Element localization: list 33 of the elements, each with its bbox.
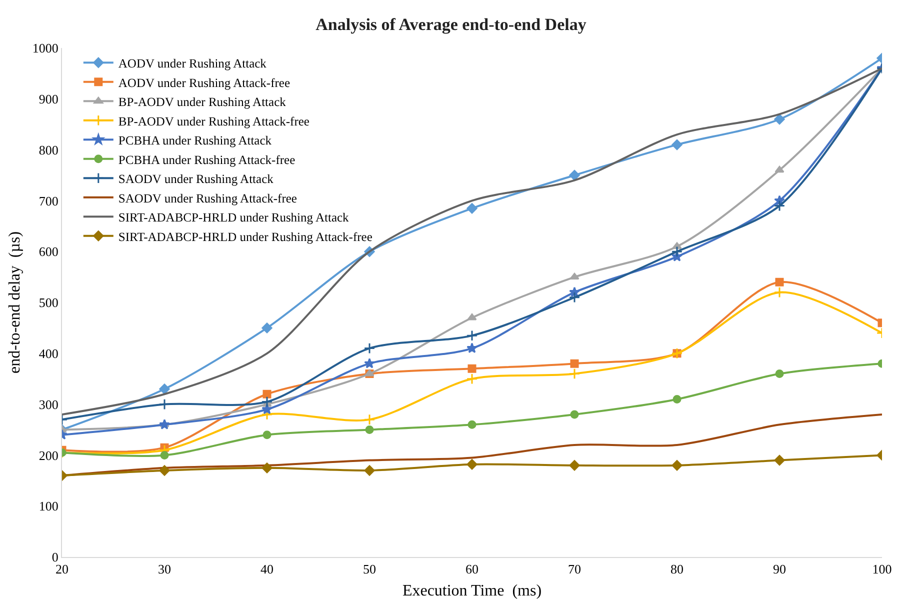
x-tick-label: 100 [872, 562, 892, 577]
x-tick-label: 90 [773, 562, 786, 577]
legend-label: AODV under Rushing Attack-free [118, 76, 290, 90]
legend-label: PCBHA under Rushing Attack-free [118, 152, 296, 167]
y-tick-label: 200 [38, 448, 58, 463]
y-axis-title: end-to-end delay (µs) [6, 231, 24, 374]
x-tick-label: 40 [260, 562, 274, 577]
x-tick-label: 50 [363, 562, 376, 577]
legend-label: BP-AODV under Rushing Attack-free [118, 114, 310, 128]
legend-label: SIRT-ADABCP-HRLD under Rushing Attack-free [118, 230, 373, 244]
y-tick-label: 800 [38, 142, 58, 158]
chart-title: Analysis of Average end-to-end Delay [316, 15, 587, 34]
y-tick-label: 900 [38, 91, 58, 106]
x-tick-label: 30 [158, 562, 171, 577]
x-tick-label: 80 [670, 562, 684, 577]
y-tick-label: 0 [52, 550, 58, 565]
y-tick-label: 400 [38, 346, 58, 361]
y-tick-label: 500 [38, 295, 58, 310]
x-axis-title: Execution Time (ms) [402, 582, 542, 600]
y-tick-label: 1000 [32, 40, 58, 56]
legend-label: SIRT-ADABCP-HRLD under Rushing Attack [118, 210, 350, 224]
x-tick-label: 60 [466, 562, 478, 577]
legend-label: SAODV under Rushing Attack [118, 172, 274, 186]
x-tick-label: 20 [56, 562, 68, 577]
legend-label: AODV under Rushing Attack [118, 56, 268, 70]
y-tick-label: 300 [38, 396, 58, 412]
y-tick-label: 600 [38, 244, 58, 260]
legend-label: SAODV under Rushing Attack-free [118, 191, 298, 206]
y-tick-label: 100 [38, 498, 58, 514]
y-tick-label: 700 [38, 193, 58, 208]
legend-label: PCBHA under Rushing Attack [118, 134, 272, 148]
x-tick-label: 70 [568, 562, 581, 577]
legend-label: BP-AODV under Rushing Attack [118, 95, 287, 109]
